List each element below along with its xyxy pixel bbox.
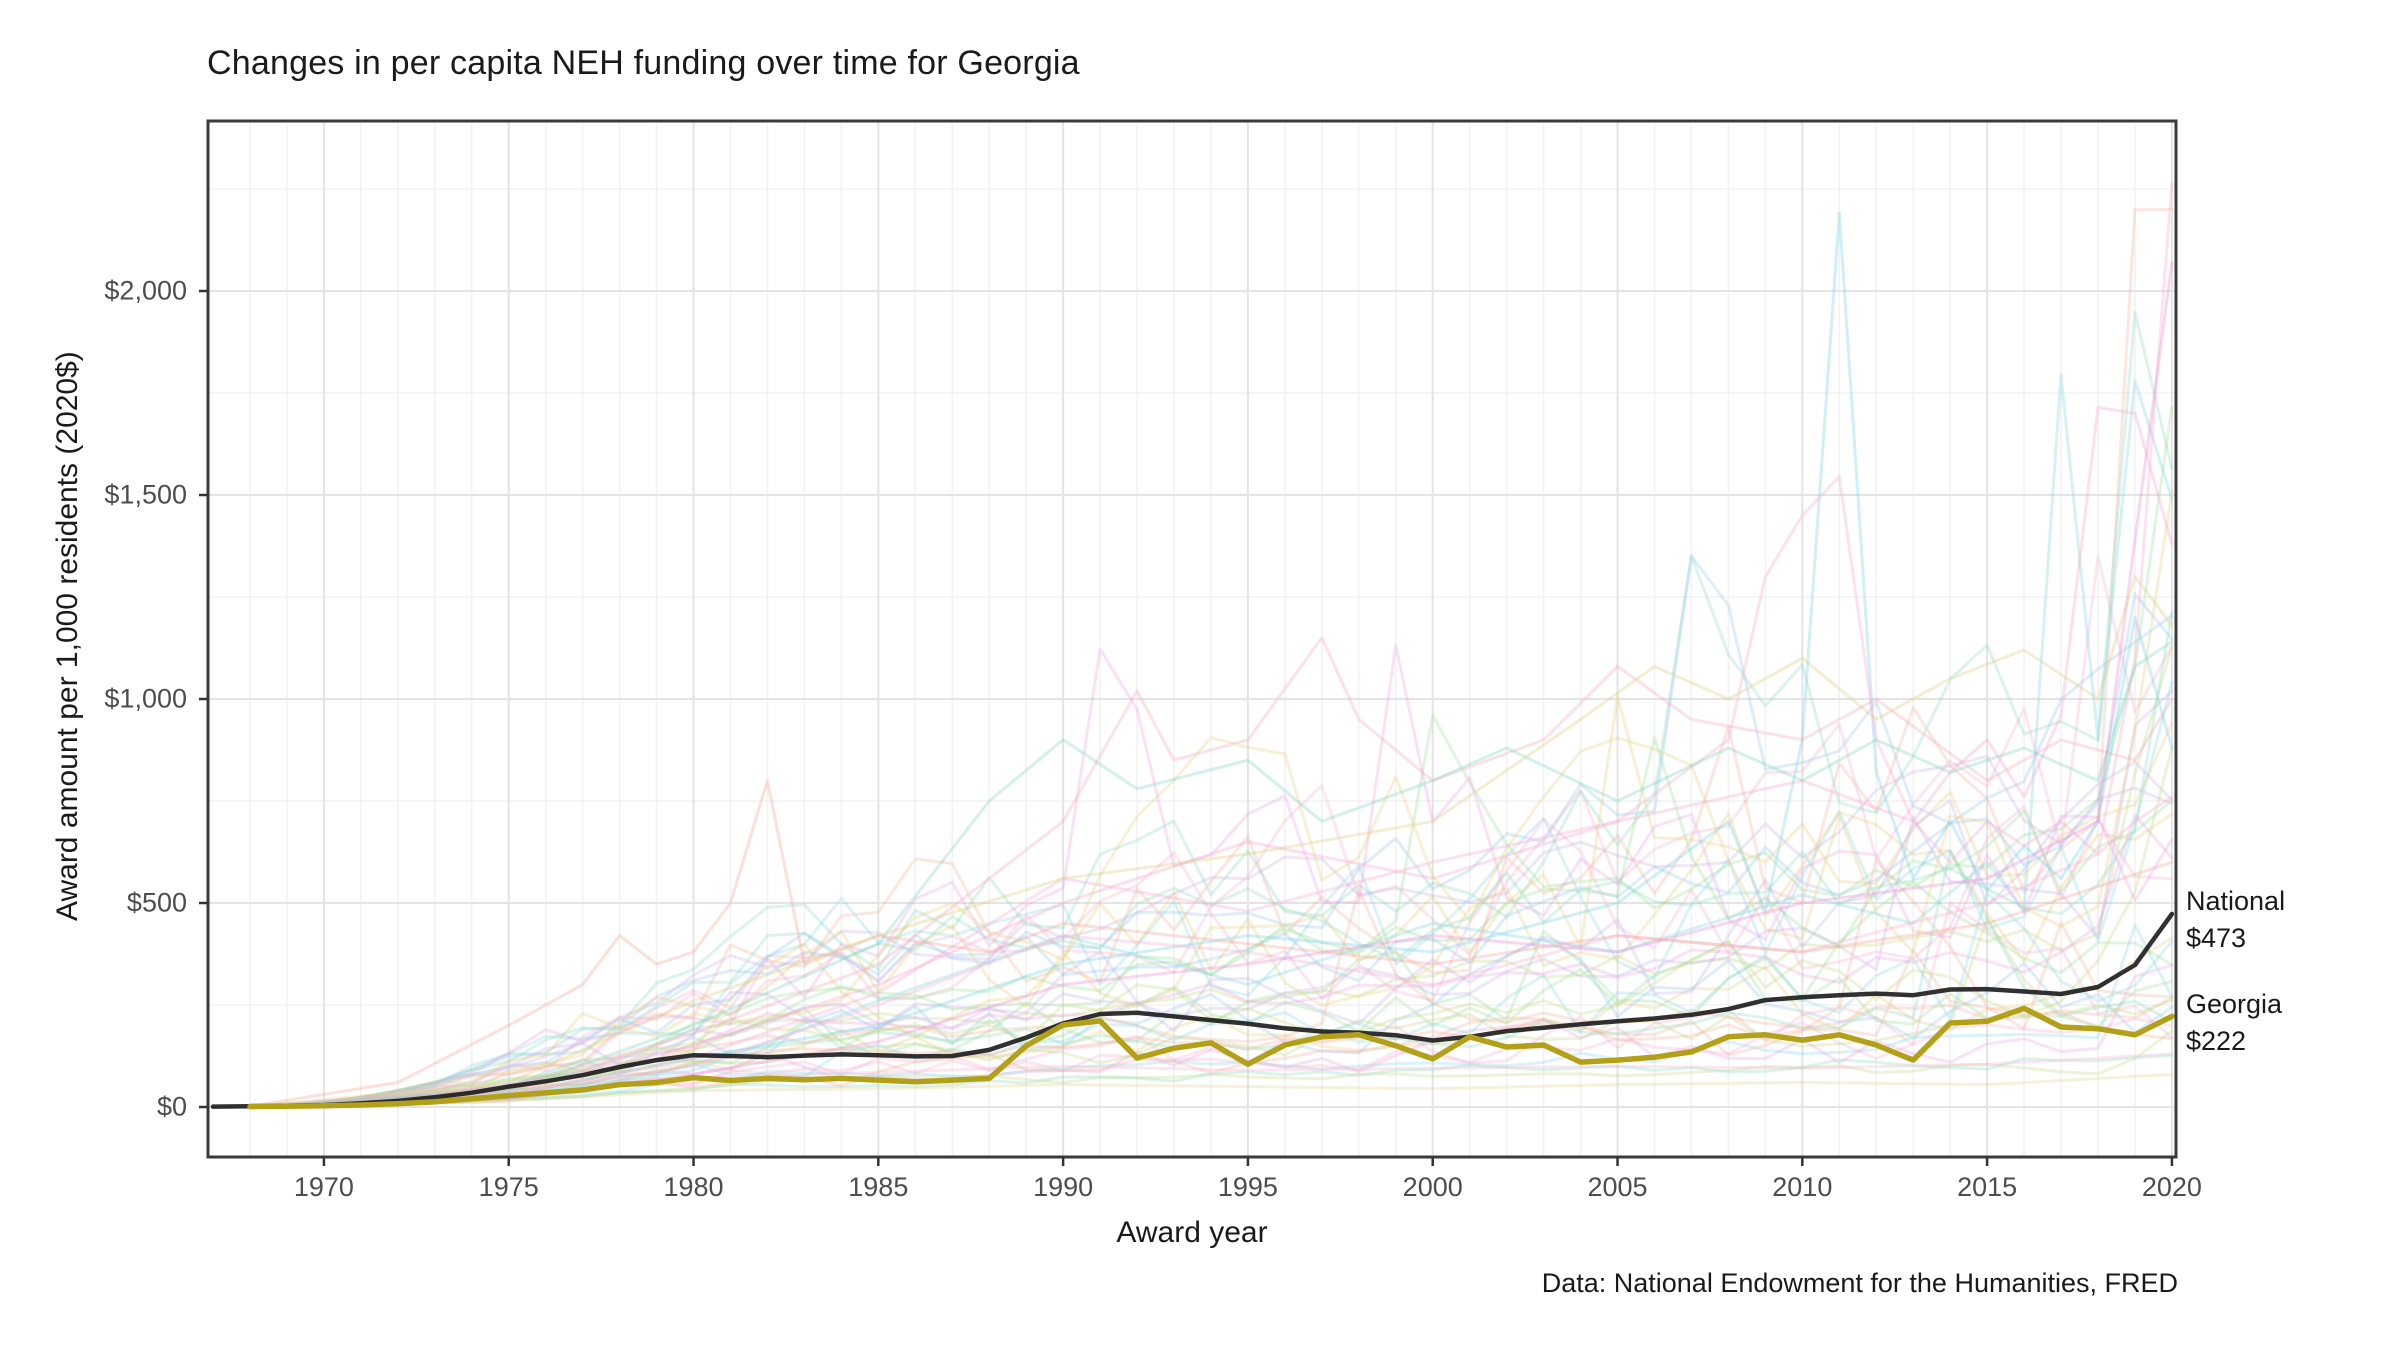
state-line bbox=[248, 475, 2174, 1109]
state-line bbox=[248, 760, 2174, 1107]
state-line bbox=[248, 937, 2174, 1107]
x-tick-label: 2010 bbox=[1772, 1172, 1833, 1202]
x-tick-label: 1985 bbox=[848, 1172, 909, 1202]
state-line bbox=[248, 405, 2174, 1109]
gridlines bbox=[208, 121, 2176, 1157]
state-line bbox=[248, 804, 2174, 1107]
x-tick-label: 2020 bbox=[2141, 1172, 2202, 1202]
y-tick-label: $1,000 bbox=[104, 683, 187, 714]
state-line bbox=[248, 554, 2174, 1107]
state-line bbox=[248, 260, 2174, 1109]
main-lines-group bbox=[210, 911, 2175, 1110]
national-annotation: National $473 bbox=[2186, 884, 2285, 955]
national-line bbox=[210, 911, 2175, 1109]
georgia-annotation-label: Georgia bbox=[2186, 989, 2283, 1019]
state-line bbox=[248, 923, 2174, 1107]
state-line bbox=[248, 779, 2174, 1108]
x-tick-label: 2005 bbox=[1587, 1172, 1648, 1202]
state-line bbox=[248, 489, 2174, 1107]
state-line bbox=[248, 680, 2174, 1107]
x-axis-title: Award year bbox=[1116, 1216, 1268, 1249]
state-line bbox=[248, 212, 2174, 1108]
state-line bbox=[248, 880, 2174, 1107]
data-source-caption: Data: National Endowment for the Humanit… bbox=[1541, 1268, 2178, 1298]
state-line bbox=[248, 689, 2174, 1107]
axis-ticks bbox=[199, 289, 2174, 1166]
georgia-annotation-value: $222 bbox=[2186, 1026, 2247, 1056]
state-line bbox=[248, 554, 2174, 1107]
national-annotation-label: National bbox=[2186, 886, 2286, 916]
state-line bbox=[248, 694, 2174, 1107]
state-line bbox=[248, 405, 2174, 1107]
state-line bbox=[248, 643, 2174, 1107]
x-tick-label: 1980 bbox=[663, 1172, 724, 1202]
georgia-annotation: Georgia $222 bbox=[2186, 987, 2282, 1058]
y-tick-label: $500 bbox=[126, 887, 187, 918]
state-line bbox=[248, 936, 2174, 1107]
state-line bbox=[248, 813, 2174, 1107]
x-tick-label: 2015 bbox=[1957, 1172, 2018, 1202]
state-line bbox=[248, 310, 2174, 1107]
state-line bbox=[248, 592, 2174, 1107]
state-line bbox=[248, 636, 2174, 1109]
x-tick-label: 1970 bbox=[293, 1172, 354, 1202]
state-line bbox=[248, 640, 2174, 1108]
state-line bbox=[248, 940, 2174, 1107]
state-line bbox=[248, 645, 2174, 1107]
y-tick-label: $1,500 bbox=[104, 479, 187, 510]
state-line bbox=[248, 610, 2174, 1107]
panel-background bbox=[208, 121, 2176, 1157]
y-tick-label: $2,000 bbox=[104, 275, 187, 306]
x-tick-label: 1990 bbox=[1033, 1172, 1094, 1202]
georgia-line bbox=[247, 1005, 2175, 1110]
panel-border bbox=[206, 119, 2178, 1159]
state-line bbox=[248, 575, 2174, 1109]
y-tick-label: $0 bbox=[156, 1091, 187, 1122]
national-annotation-value: $473 bbox=[2186, 923, 2247, 953]
state-line bbox=[248, 754, 2174, 1107]
chart-title: Changes in per capita NEH funding over t… bbox=[207, 44, 1080, 82]
state-line bbox=[248, 1072, 2174, 1109]
state-line bbox=[248, 181, 2174, 1109]
state-line bbox=[248, 1029, 2174, 1107]
state-line bbox=[248, 1053, 2174, 1107]
state-line bbox=[248, 810, 2174, 1107]
y-axis-title: Award amount per 1,000 residents (2020$) bbox=[51, 351, 84, 921]
state-line bbox=[248, 373, 2174, 1108]
state-line bbox=[248, 207, 2174, 1107]
x-tick-label: 2000 bbox=[1402, 1172, 1463, 1202]
x-tick-label: 1975 bbox=[478, 1172, 539, 1202]
state-line bbox=[248, 736, 2174, 1107]
x-tick-label: 1995 bbox=[1217, 1172, 1278, 1202]
